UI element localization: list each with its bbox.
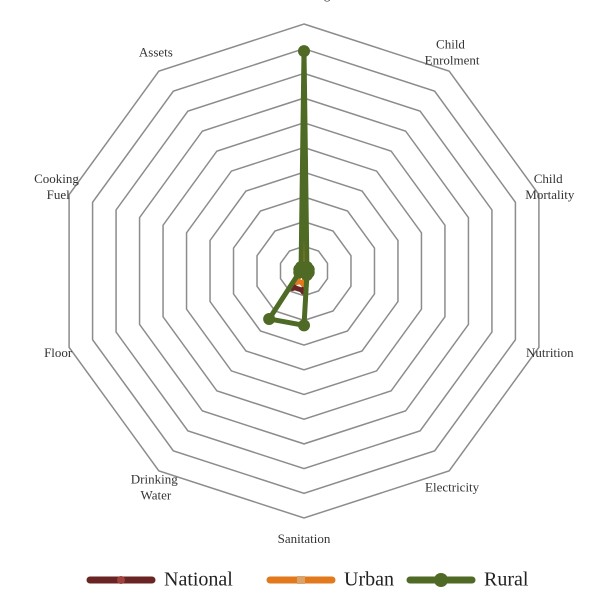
axis-label: Schooling xyxy=(278,0,331,2)
legend-text: Rural xyxy=(484,569,529,591)
grid-ring xyxy=(68,23,540,519)
legend-item: National xyxy=(86,569,233,591)
grid-ring xyxy=(209,171,399,371)
axis-label: Child Mortality xyxy=(525,171,575,202)
legend-item: Rural xyxy=(406,569,529,591)
grid-ring xyxy=(138,97,470,445)
legend-marker xyxy=(117,576,125,584)
grid-ring xyxy=(115,72,493,470)
axis-label: Assets xyxy=(139,44,173,59)
grid-ring xyxy=(185,146,423,396)
grid-ring xyxy=(232,196,376,346)
grid-ring xyxy=(162,122,446,420)
legend-marker xyxy=(297,576,305,584)
axis-label: Cooking Fuel xyxy=(34,171,82,202)
axis-label: Electricity xyxy=(425,480,480,495)
legend-text: National xyxy=(164,569,233,591)
series-marker xyxy=(298,45,310,58)
series-marker xyxy=(295,261,308,274)
axis-label: Nutrition xyxy=(526,345,574,360)
axis-label: Floor xyxy=(44,345,73,360)
series-marker xyxy=(263,312,276,325)
axis-label: Sanitation xyxy=(278,531,331,546)
legend-item: Urban xyxy=(266,569,394,591)
axis-label: Drinking Water xyxy=(131,472,181,503)
legend-text: Urban xyxy=(344,569,394,591)
series-marker xyxy=(298,319,310,332)
legend-marker xyxy=(434,573,448,587)
axis-label: Child Enrolment xyxy=(425,36,480,67)
grid-ring xyxy=(91,47,517,495)
